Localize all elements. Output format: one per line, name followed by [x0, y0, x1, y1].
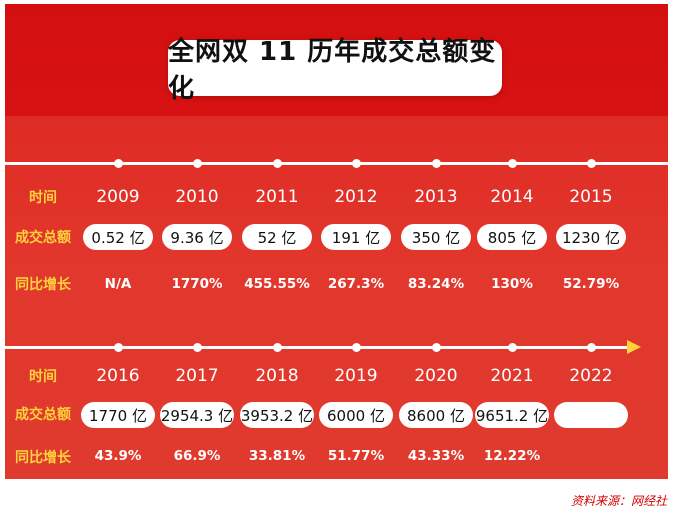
timeline-dot [193, 159, 202, 168]
gmv-value-pill: 350 亿 [401, 224, 471, 250]
gmv-value-pill: 3953.2 亿 [240, 402, 314, 428]
page-title: 全网双 11 历年成交总额变化 [168, 37, 497, 104]
year-label: 2012 [334, 187, 378, 207]
label-gmv-row-1: 成交总额 [15, 230, 71, 246]
yoy-growth-value: 455.55% [244, 276, 310, 292]
yoy-growth-value: 43.33% [407, 448, 465, 464]
timeline-dot [432, 343, 441, 352]
timeline-dot [273, 159, 282, 168]
year-label: 2013 [414, 187, 458, 207]
gmv-value-pill [554, 402, 628, 428]
infographic-poster: 全网双 11 历年成交总额变化 时间 成交总额 同比增长 2009 0.52 亿 N… [5, 4, 668, 479]
gmv-value-pill: 2954.3 亿 [160, 402, 234, 428]
yoy-growth-value: 66.9% [173, 448, 221, 464]
yoy-growth-value: 130% [491, 276, 533, 292]
timeline-dot [508, 343, 517, 352]
timeline-dot [432, 159, 441, 168]
timeline-dot [352, 159, 361, 168]
year-label: 2011 [255, 187, 299, 207]
gmv-value-pill: 191 亿 [321, 224, 391, 250]
gmv-value-pill: 1770 亿 [81, 402, 155, 428]
yoy-growth-value: 12.22% [483, 448, 541, 464]
label-gmv-row-2: 成交总额 [15, 407, 71, 423]
year-label: 2010 [175, 187, 219, 207]
timeline-dot [273, 343, 282, 352]
yoy-growth-value: 51.77% [327, 448, 385, 464]
source-note: 资料来源：网经社 [570, 494, 667, 508]
yoy-growth-value: 83.24% [407, 276, 465, 292]
timeline-dot [587, 159, 596, 168]
gmv-value-pill: 8600 亿 [399, 402, 473, 428]
gmv-value-pill: 52 亿 [242, 224, 312, 250]
timeline-row-2 [5, 346, 629, 349]
label-yoy-row-1: 同比增长 [15, 277, 71, 293]
gmv-value-pill: 1230 亿 [556, 224, 626, 250]
label-time-row-1: 时间 [29, 190, 57, 206]
timeline-dot [352, 343, 361, 352]
gmv-value-pill: 9651.2 亿 [475, 402, 549, 428]
year-label: 2017 [175, 366, 219, 386]
year-label: 2022 [569, 366, 613, 386]
yoy-growth-value: 33.81% [248, 448, 306, 464]
timeline-dot [193, 343, 202, 352]
year-label: 2016 [96, 366, 140, 386]
timeline-row-1 [5, 162, 668, 165]
yoy-growth-value: 267.3% [327, 276, 385, 292]
timeline-arrow-icon [627, 340, 641, 354]
year-label: 2021 [490, 366, 534, 386]
year-label: 2015 [569, 187, 613, 207]
label-time-row-2: 时间 [29, 369, 57, 385]
year-label: 2014 [490, 187, 534, 207]
gmv-value-pill: 6000 亿 [319, 402, 393, 428]
label-yoy-row-2: 同比增长 [15, 450, 71, 466]
timeline-dot [114, 159, 123, 168]
yoy-growth-value: 43.9% [94, 448, 142, 464]
gmv-value-pill: 805 亿 [477, 224, 547, 250]
year-label: 2019 [334, 366, 378, 386]
year-label: 2020 [414, 366, 458, 386]
yoy-growth-value: N/A [104, 276, 132, 292]
year-label: 2018 [255, 366, 299, 386]
year-label: 2009 [96, 187, 140, 207]
title-box: 全网双 11 历年成交总额变化 [168, 37, 502, 104]
timeline-dot [508, 159, 517, 168]
timeline-dot [587, 343, 596, 352]
yoy-growth-value: 1770% [171, 276, 223, 292]
yoy-growth-value: 52.79% [562, 276, 620, 292]
timeline-dot [114, 343, 123, 352]
gmv-value-pill: 9.36 亿 [162, 224, 232, 250]
gmv-value-pill: 0.52 亿 [83, 224, 153, 250]
